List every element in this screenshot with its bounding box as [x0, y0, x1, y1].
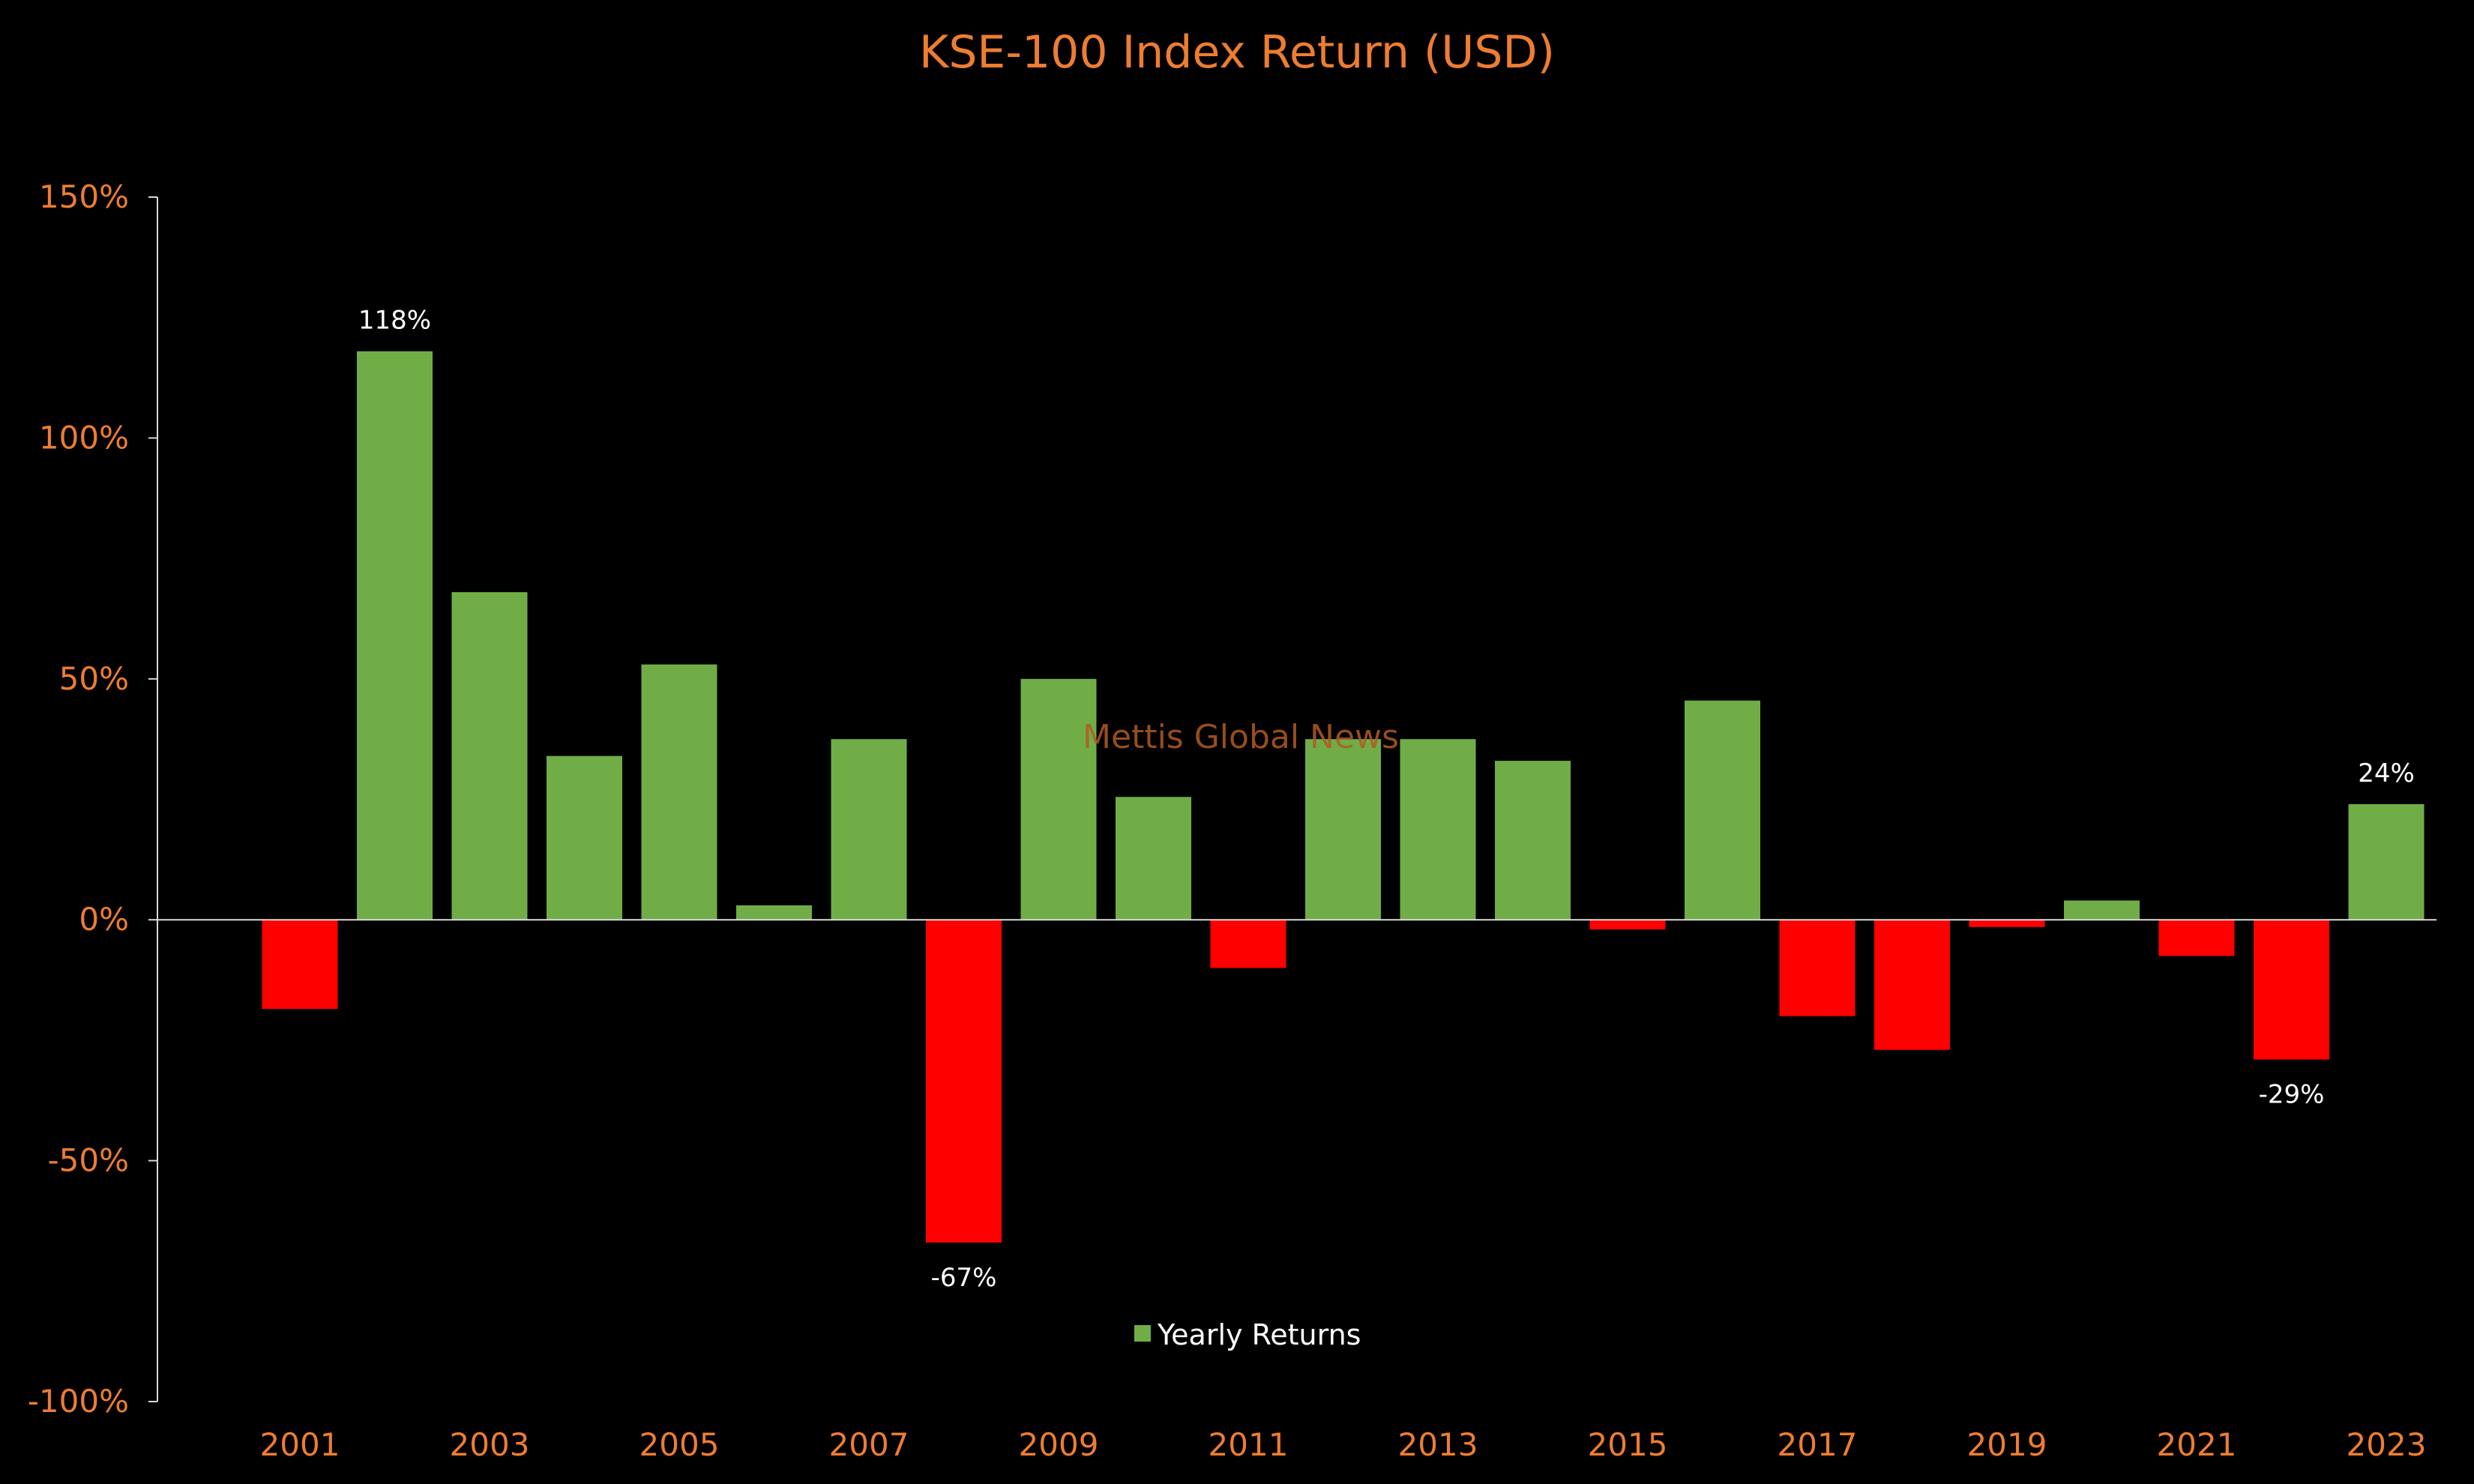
bar-2011 — [1210, 920, 1286, 968]
bar-2005 — [641, 664, 717, 920]
bar-2002 — [357, 351, 433, 920]
y-tick-label: 150% — [39, 178, 129, 215]
x-tick-label: 2007 — [829, 1426, 909, 1463]
bar-2009 — [1020, 678, 1097, 920]
y-tick-label: 100% — [39, 419, 129, 456]
x-tick-label: 2017 — [1778, 1426, 1858, 1463]
bar-2021 — [2158, 920, 2235, 956]
x-tick-label: 2013 — [1398, 1426, 1478, 1463]
x-tick-label: 2019 — [1967, 1426, 2047, 1463]
bar-2017 — [1779, 920, 1856, 1016]
bar-2022 — [2254, 920, 2329, 1060]
bar-2007 — [831, 739, 907, 920]
bar-2016 — [1685, 700, 1760, 920]
bar-2010 — [1116, 797, 1191, 920]
x-axis: 2001 2003 2005 2007 2009 2011 2013 2015 2017 2019… — [157, 919, 2437, 1463]
x-tick-label: 2023 — [2347, 1426, 2427, 1463]
legend-swatch — [1134, 1325, 1151, 1342]
bar-2020 — [2064, 900, 2140, 920]
legend-label: Yearly Returns — [1157, 1318, 1361, 1351]
y-tick-label: -100% — [28, 1383, 129, 1420]
y-axis: -100% -50% 0% 50% 100% 150% — [28, 178, 158, 1420]
legend[interactable]: Yearly Returns — [1134, 1318, 1361, 1351]
y-tick-label: -50% — [47, 1142, 129, 1179]
bars-group — [262, 351, 2425, 1243]
x-tick-label: 2021 — [2157, 1426, 2237, 1463]
bar-2012 — [1305, 739, 1381, 920]
bar-2018 — [1874, 920, 1950, 1050]
x-tick-label: 2005 — [639, 1426, 720, 1463]
x-tick-label: 2015 — [1588, 1426, 1668, 1463]
bar-2014 — [1495, 761, 1571, 920]
bar-2019 — [1969, 920, 2045, 927]
bar-2023 — [2348, 803, 2425, 920]
bar-2006 — [736, 905, 812, 920]
data-label-2002: 118% — [358, 306, 431, 336]
x-tick-label: 2011 — [1209, 1426, 1289, 1463]
bar-2013 — [1400, 739, 1476, 920]
bar-2008 — [926, 920, 1002, 1243]
y-tick-label: 50% — [59, 660, 129, 697]
bar-2004 — [547, 755, 622, 920]
bar-2015 — [1589, 920, 1666, 930]
x-tick-label: 2003 — [450, 1426, 530, 1463]
data-labels-group: 118% -67% -29% 24% — [358, 306, 2415, 1293]
x-tick-label: 2001 — [260, 1426, 340, 1463]
data-label-2023: 24% — [2358, 758, 2415, 788]
data-label-2022: -29% — [2259, 1080, 2325, 1110]
data-label-2008: -67% — [931, 1263, 997, 1293]
watermark: Mettis Global News — [1083, 718, 1399, 756]
y-tick-label: 0% — [79, 901, 129, 938]
chart-title: KSE-100 Index Return (USD) — [919, 26, 1555, 79]
bar-2003 — [451, 592, 528, 920]
x-tick-label: 2009 — [1019, 1426, 1099, 1463]
bar-2001 — [262, 920, 338, 1010]
